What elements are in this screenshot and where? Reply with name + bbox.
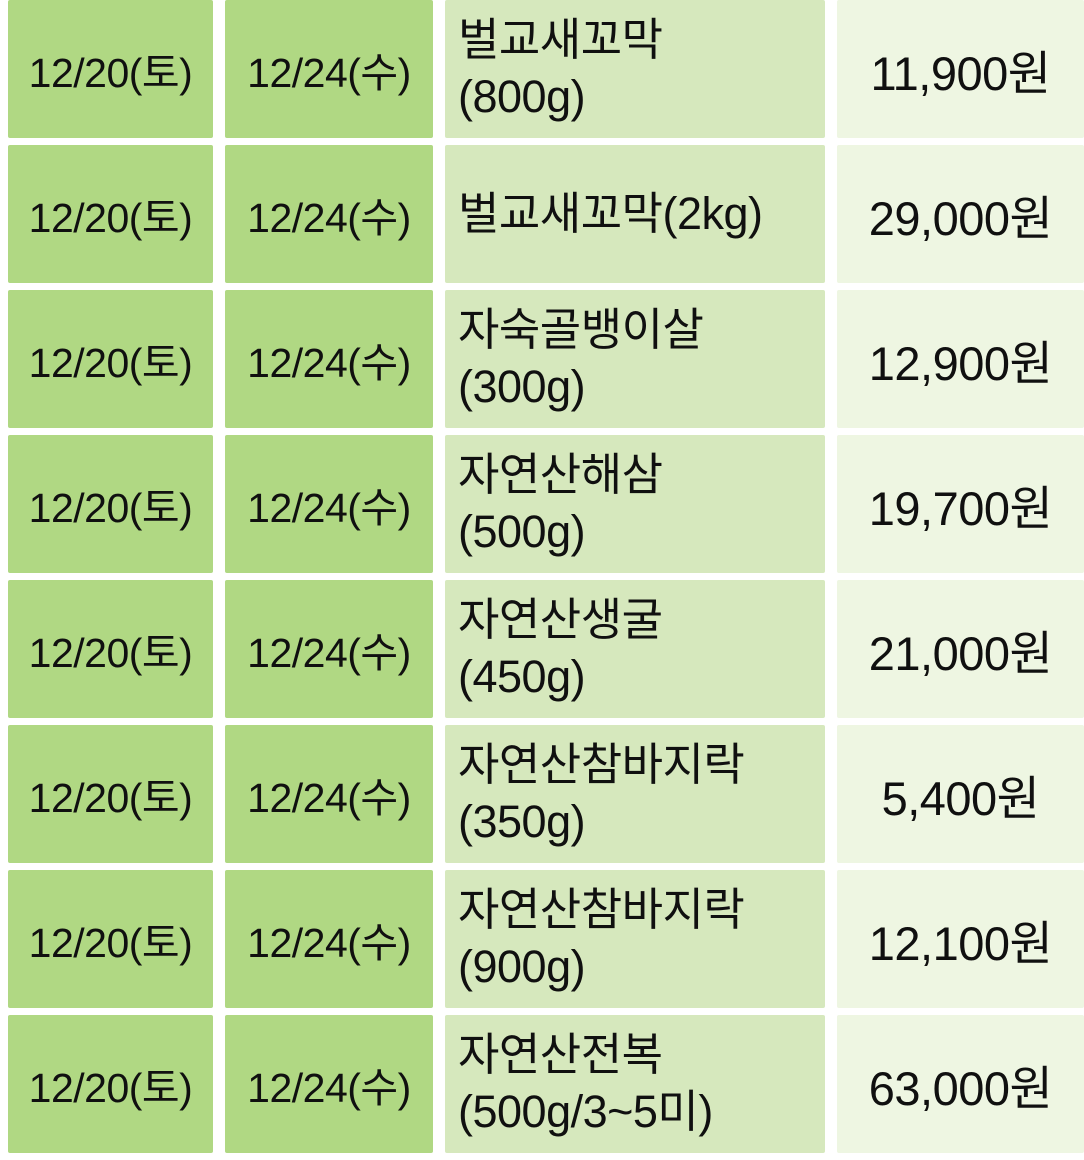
product-name-cell: 자숙골뱅이살 (300g) <box>445 290 825 428</box>
price-cell: 29,000원 <box>837 145 1084 283</box>
price-cell: 12,900원 <box>837 290 1084 428</box>
date-2-cell: 12/24(수) <box>225 580 433 718</box>
product-name-cell: 자연산참바지락 (350g) <box>445 725 825 863</box>
product-name-cell: 자연산전복 (500g/3~5미) <box>445 1015 825 1153</box>
product-name-cell: 자연산참바지락 (900g) <box>445 870 825 1008</box>
date-2-cell: 12/24(수) <box>225 1015 433 1153</box>
product-name-cell: 자연산생굴 (450g) <box>445 580 825 718</box>
date-1-cell: 12/20(토) <box>8 290 213 428</box>
date-1-cell: 12/20(토) <box>8 870 213 1008</box>
date-2-cell: 12/24(수) <box>225 870 433 1008</box>
date-2-cell: 12/24(수) <box>225 145 433 283</box>
price-cell: 11,900원 <box>837 0 1084 138</box>
date-1-cell: 12/20(토) <box>8 435 213 573</box>
price-cell: 63,000원 <box>837 1015 1084 1153</box>
date-2-cell: 12/24(수) <box>225 290 433 428</box>
date-1-cell: 12/20(토) <box>8 580 213 718</box>
date-1-cell: 12/20(토) <box>8 145 213 283</box>
price-cell: 21,000원 <box>837 580 1084 718</box>
date-2-cell: 12/24(수) <box>225 435 433 573</box>
price-cell: 19,700원 <box>837 435 1084 573</box>
date-2-cell: 12/24(수) <box>225 725 433 863</box>
price-cell: 12,100원 <box>837 870 1084 1008</box>
date-1-cell: 12/20(토) <box>8 0 213 138</box>
price-cell: 5,400원 <box>837 725 1084 863</box>
date-1-cell: 12/20(토) <box>8 1015 213 1153</box>
date-1-cell: 12/20(토) <box>8 725 213 863</box>
product-name-cell: 자연산해삼 (500g) <box>445 435 825 573</box>
date-2-cell: 12/24(수) <box>225 0 433 138</box>
product-name-cell: 벌교새꼬막(2kg) <box>445 145 825 283</box>
product-name-cell: 벌교새꼬막 (800g) <box>445 0 825 138</box>
